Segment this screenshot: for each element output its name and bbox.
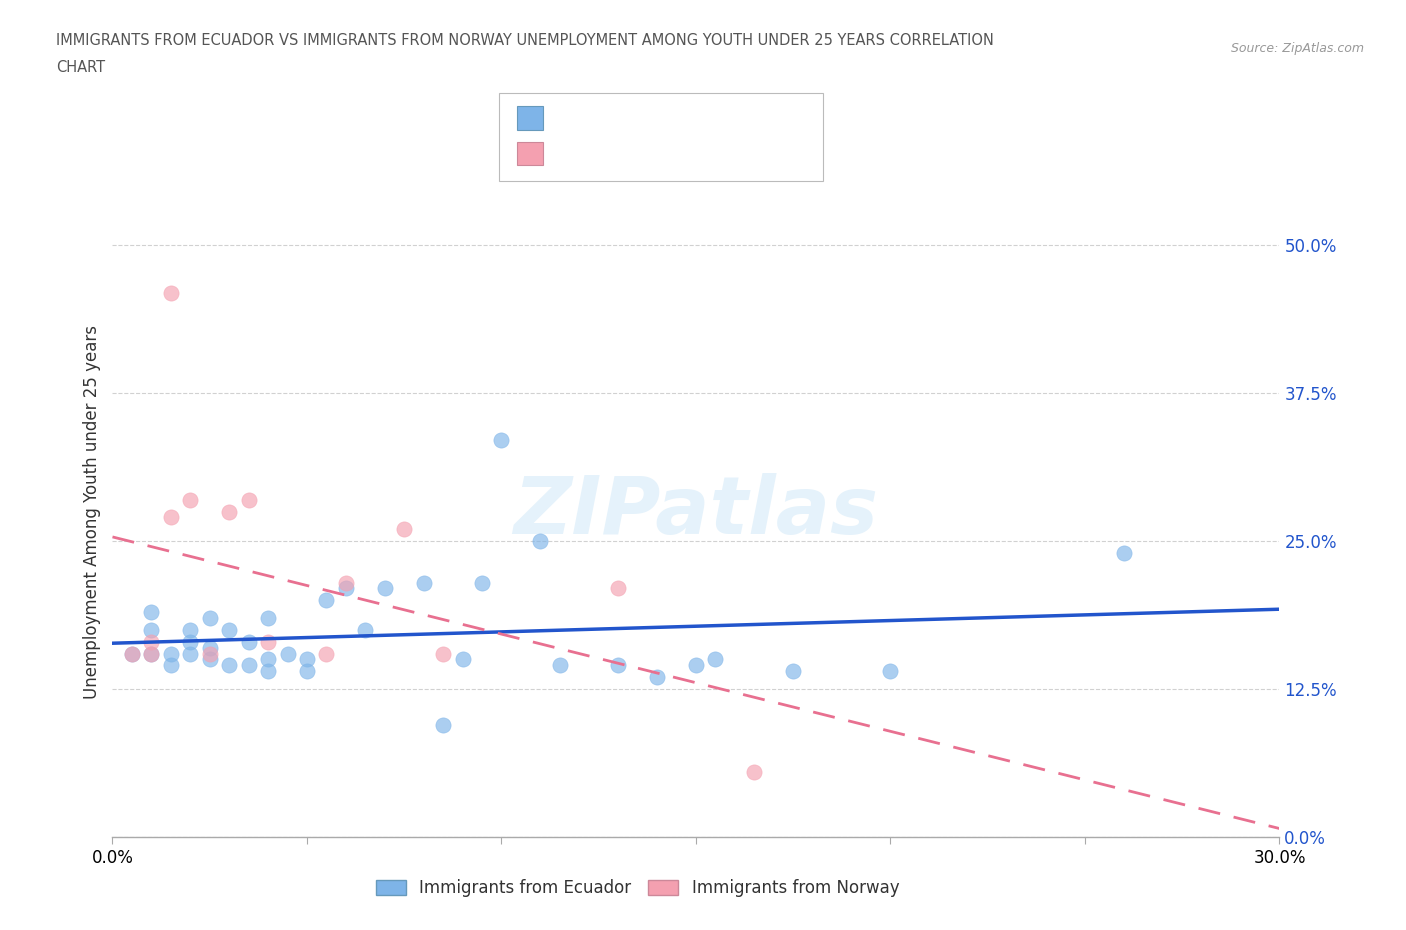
Point [879, 664, 901, 679]
Point [179, 646, 201, 661]
Point [548, 658, 571, 672]
Point [315, 592, 337, 607]
Point [179, 492, 201, 507]
Point [198, 646, 221, 661]
Text: CHART: CHART [56, 60, 105, 75]
Point [160, 658, 183, 672]
Point [198, 640, 221, 655]
Point [782, 664, 804, 679]
Point [645, 670, 668, 684]
Point [529, 534, 551, 549]
Point [121, 646, 143, 661]
Point [432, 717, 454, 732]
Point [471, 575, 494, 590]
Legend: Immigrants from Ecuador, Immigrants from Norway: Immigrants from Ecuador, Immigrants from… [370, 872, 905, 904]
Point [121, 646, 143, 661]
Point [335, 575, 357, 590]
Point [238, 634, 260, 649]
Point [704, 652, 727, 667]
Text: IMMIGRANTS FROM ECUADOR VS IMMIGRANTS FROM NORWAY UNEMPLOYMENT AMONG YOUTH UNDER: IMMIGRANTS FROM ECUADOR VS IMMIGRANTS FR… [56, 33, 994, 47]
Point [392, 522, 416, 537]
Point [607, 658, 630, 672]
Point [141, 622, 163, 637]
Point [257, 611, 280, 626]
Point [179, 634, 201, 649]
Point [238, 658, 260, 672]
Point [742, 764, 765, 779]
Point [412, 575, 434, 590]
Y-axis label: Unemployment Among Youth under 25 years: Unemployment Among Youth under 25 years [83, 325, 101, 698]
Point [198, 652, 221, 667]
Point [141, 646, 163, 661]
Point [257, 664, 280, 679]
Text: N = 40: N = 40 [673, 109, 737, 127]
Point [491, 433, 513, 448]
Point [257, 652, 280, 667]
Point [198, 611, 221, 626]
Point [295, 652, 318, 667]
Point [218, 504, 240, 519]
Point [160, 646, 183, 661]
Text: R = 0.072: R = 0.072 [554, 144, 644, 163]
Point [1112, 546, 1135, 561]
Point [257, 634, 280, 649]
Point [238, 492, 260, 507]
Point [685, 658, 707, 672]
Point [335, 581, 357, 596]
Point [295, 664, 318, 679]
Point [218, 658, 240, 672]
Point [432, 646, 454, 661]
Point [374, 581, 396, 596]
Point [451, 652, 474, 667]
Text: R = 0.074: R = 0.074 [554, 109, 644, 127]
Point [160, 510, 183, 525]
Point [160, 286, 183, 300]
Point [315, 646, 337, 661]
Text: ZIPatlas: ZIPatlas [513, 472, 879, 551]
Point [218, 622, 240, 637]
Point [141, 646, 163, 661]
Point [354, 622, 377, 637]
Text: N = 16: N = 16 [673, 144, 737, 163]
Point [141, 634, 163, 649]
Point [607, 581, 630, 596]
Text: Source: ZipAtlas.com: Source: ZipAtlas.com [1230, 42, 1364, 55]
Point [141, 604, 163, 619]
Point [179, 622, 201, 637]
Point [276, 646, 298, 661]
